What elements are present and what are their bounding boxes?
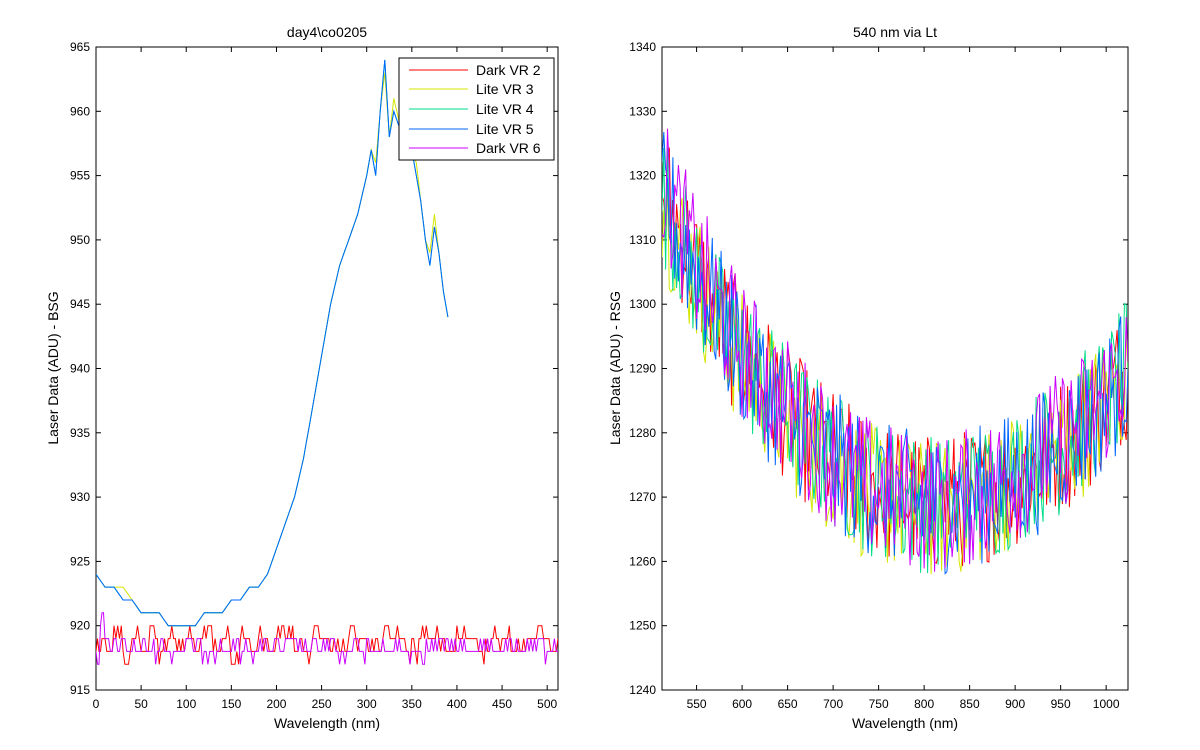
legend-entry: Lite VR 5 [409, 121, 534, 137]
ticks-left: 0 50 100 150 200 250 300 350 400 450 500 915 920 925 9… [70, 40, 558, 711]
x-tick-label: 650 [778, 697, 798, 711]
y-tick-label: 965 [70, 40, 90, 54]
y-tick-label: 950 [70, 233, 90, 247]
y-axis-label-right: Laser Data (ADU) - RSG [607, 291, 623, 445]
x-tick-label: 200 [266, 697, 286, 711]
x-axis-label-left: Wavelength (nm) [274, 715, 380, 731]
x-tick-label: 900 [1005, 697, 1025, 711]
y-tick-label: 945 [70, 297, 90, 311]
y-tick-label: 1280 [629, 426, 656, 440]
y-tick-label: 1300 [629, 297, 656, 311]
x-tick-label: 700 [823, 697, 843, 711]
x-tick-label: 250 [312, 697, 332, 711]
y-tick-label: 1240 [629, 683, 656, 697]
y-tick-label: 1260 [629, 554, 656, 568]
chart-panel-right: 540 nm via Lt Wavelength (nm) Laser Data… [607, 24, 1129, 731]
y-tick-label: 935 [70, 426, 90, 440]
series-line [662, 128, 1128, 572]
y-tick-label: 960 [70, 104, 90, 118]
chart-title-left: day4\co0205 [287, 24, 367, 40]
x-tick-label: 300 [357, 697, 377, 711]
y-tick-label: 1320 [629, 169, 656, 183]
x-tick-label: 500 [537, 697, 557, 711]
legend-entry: Dark VR 2 [409, 62, 541, 78]
x-tick-label: 1000 [1093, 697, 1120, 711]
legend-entry: Dark VR 6 [409, 140, 541, 156]
ticks-right: 550 600 650 700 750 800 850 900 950 1000 1240 1250 1… [629, 40, 1128, 711]
y-tick-label: 1270 [629, 490, 656, 504]
y-tick-label: 920 [70, 619, 90, 633]
x-axis-label-right: Wavelength (nm) [852, 715, 958, 731]
x-tick-label: 350 [402, 697, 422, 711]
x-tick-label: 450 [492, 697, 512, 711]
y-tick-label: 1340 [629, 40, 656, 54]
legend-label: Dark VR 6 [476, 140, 541, 156]
x-tick-label: 50 [134, 697, 148, 711]
y-tick-label: 915 [70, 683, 90, 697]
y-axis-label-left: Laser Data (ADU) - BSG [45, 291, 61, 444]
y-tick-label: 930 [70, 490, 90, 504]
chart-title-right: 540 nm via Lt [853, 24, 937, 40]
y-tick-label: 940 [70, 362, 90, 376]
x-tick-label: 750 [869, 697, 889, 711]
x-tick-label: 800 [914, 697, 934, 711]
series-line [96, 625, 558, 665]
legend-label: Lite VR 5 [476, 121, 534, 137]
x-tick-label: 550 [687, 697, 707, 711]
x-tick-label: 950 [1051, 697, 1071, 711]
y-tick-label: 1310 [629, 233, 656, 247]
x-tick-label: 100 [176, 697, 196, 711]
legend-entry: Lite VR 4 [409, 101, 534, 117]
legend-label: Lite VR 3 [476, 81, 534, 97]
series-line [96, 612, 558, 665]
legend-label: Dark VR 2 [476, 62, 541, 78]
y-tick-label: 1330 [629, 104, 656, 118]
legend: Dark VR 2 Lite VR 3 Lite VR 4 Lite VR 5 … [398, 57, 555, 161]
y-tick-label: 1250 [629, 619, 656, 633]
legend-entry: Lite VR 3 [409, 81, 534, 97]
x-tick-label: 400 [447, 697, 467, 711]
series-group-right [662, 128, 1128, 575]
series-line [96, 59, 449, 627]
y-tick-label: 1290 [629, 362, 656, 376]
x-tick-label: 150 [221, 697, 241, 711]
x-tick-label: 850 [960, 697, 980, 711]
series-group-left [96, 59, 558, 665]
legend-label: Lite VR 4 [476, 101, 534, 117]
x-tick-label: 600 [732, 697, 752, 711]
x-tick-label: 0 [93, 697, 100, 711]
y-tick-label: 955 [70, 169, 90, 183]
y-tick-label: 925 [70, 554, 90, 568]
